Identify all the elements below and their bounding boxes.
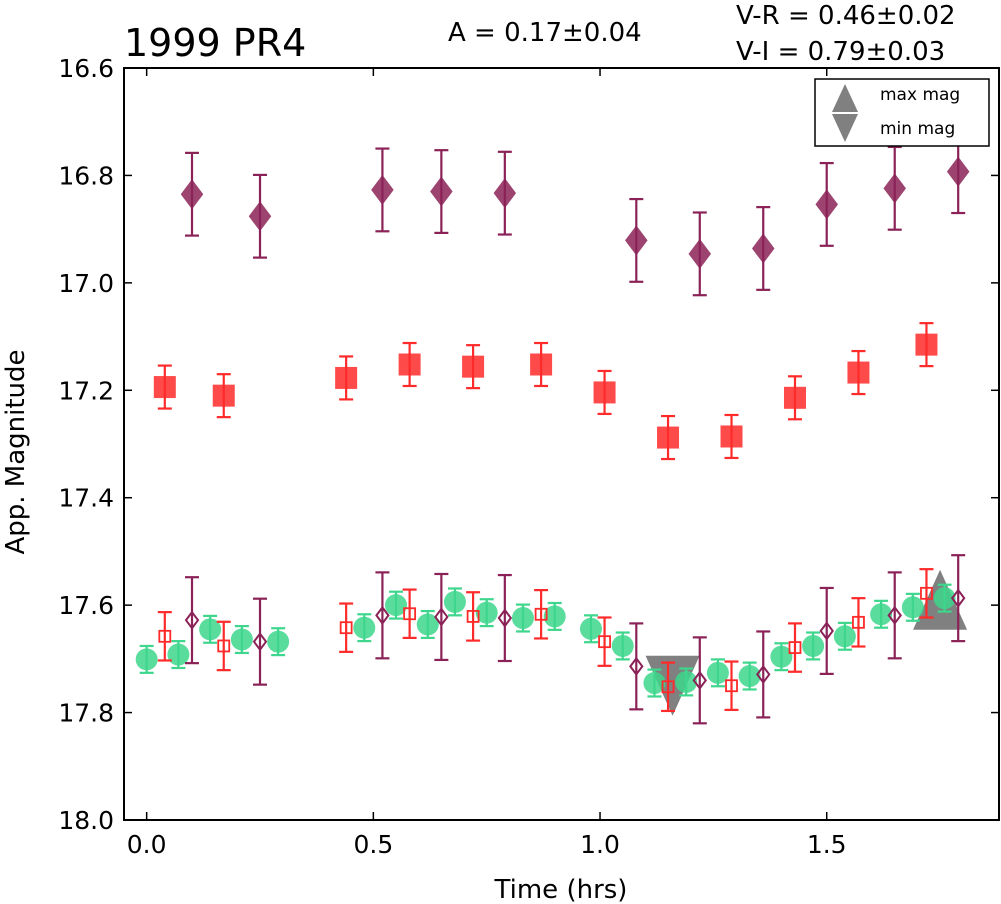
x-tick-label: 0.0 xyxy=(127,830,167,859)
data-point-diamond xyxy=(434,607,449,627)
data-point-square xyxy=(212,384,235,407)
data-point-circle xyxy=(167,643,190,666)
data-point-circle xyxy=(901,596,924,619)
data-point-circle xyxy=(511,607,534,630)
data-point-circle xyxy=(738,665,761,688)
data-point-circle xyxy=(475,601,498,624)
data-point-diamond xyxy=(625,225,648,256)
data-point-square xyxy=(720,425,743,448)
data-point-circle xyxy=(933,587,956,610)
data-point-diamond xyxy=(375,605,390,626)
data-point-circle xyxy=(579,617,602,640)
data-point-square xyxy=(852,615,865,629)
data-point-square xyxy=(466,610,480,623)
data-point-diamond xyxy=(950,588,966,608)
data-point-circle xyxy=(199,618,222,641)
max-mag-legend-icon xyxy=(832,84,858,112)
x-tick-label: 1.0 xyxy=(580,830,620,859)
axis-ticks: 16.6 16.8 17.0 17.2 17.4 17.6 17.8 18.0 0.0 0.5 1.… xyxy=(58,54,999,859)
data-point-square xyxy=(153,376,176,399)
data-point-circle xyxy=(643,672,666,695)
plot-area xyxy=(135,129,970,725)
data-point-diamond xyxy=(815,189,838,220)
data-point-square xyxy=(217,639,231,653)
legend: max mag min mag xyxy=(814,78,990,147)
data-point-square xyxy=(920,586,933,600)
data-point-square xyxy=(335,366,358,389)
x-tick-label: 1.5 xyxy=(807,830,847,859)
data-point-square xyxy=(534,607,548,621)
data-point-circle xyxy=(385,594,408,617)
legend-label-min-mag: min mag xyxy=(880,119,955,139)
data-point-circle xyxy=(543,605,566,628)
data-point-circle xyxy=(802,634,825,657)
legend-label-max-mag: max mag xyxy=(880,85,960,105)
data-point-diamond xyxy=(180,179,204,210)
data-point-circle xyxy=(833,625,856,648)
data-point-square xyxy=(158,629,172,643)
data-point-square xyxy=(530,353,553,376)
data-point-square xyxy=(783,386,806,409)
data-point-diamond xyxy=(430,176,453,207)
data-point-square xyxy=(403,607,417,621)
y-axis-label: App. Magnitude xyxy=(1,349,31,554)
data-point-circle xyxy=(135,648,158,671)
data-point-circle xyxy=(230,628,253,651)
amplitude-text: A = 0.17±0.04 xyxy=(448,18,642,48)
data-point-square xyxy=(661,680,675,694)
data-point-circle xyxy=(706,661,729,684)
y-tick-label: 18.0 xyxy=(58,806,114,835)
data-point-circle xyxy=(870,603,893,626)
v-r-color-index: V-R = 0.46±0.02 xyxy=(736,1,956,31)
y-tick-label: 17.0 xyxy=(58,269,114,298)
data-point-circle xyxy=(353,616,376,639)
data-point-diamond xyxy=(493,178,517,209)
data-point-diamond xyxy=(946,156,970,187)
y-tick-label: 16.6 xyxy=(58,54,114,83)
x-tick-label: 0.5 xyxy=(353,830,393,859)
data-point-circle xyxy=(267,630,290,653)
data-point-square xyxy=(788,641,802,654)
data-point-diamond xyxy=(819,621,834,641)
data-point-circle xyxy=(611,634,634,657)
data-point-diamond xyxy=(755,664,771,685)
y-tick-label: 16.8 xyxy=(58,161,114,190)
data-point-diamond xyxy=(252,632,268,652)
data-point-diamond xyxy=(184,610,200,630)
data-point-circle xyxy=(416,613,439,636)
data-point-square xyxy=(657,426,680,449)
data-point-diamond xyxy=(751,233,775,264)
y-tick-label: 17.8 xyxy=(58,699,114,728)
data-point-diamond xyxy=(887,605,902,626)
data-point-square xyxy=(593,381,616,404)
chart-title: 1999 PR4 xyxy=(124,21,306,65)
y-tick-label: 17.6 xyxy=(58,591,114,620)
v-i-color-index: V-I = 0.79±0.03 xyxy=(736,37,945,67)
data-point-square xyxy=(339,621,353,635)
data-point-diamond xyxy=(688,238,712,269)
plot-frame xyxy=(123,67,1000,821)
data-point-square xyxy=(462,355,485,378)
y-tick-label: 17.2 xyxy=(58,376,114,405)
data-point-square xyxy=(398,353,421,376)
x-axis-label: Time (hrs) xyxy=(494,875,628,904)
data-point-square xyxy=(598,635,611,649)
min-mag-legend-icon xyxy=(832,114,858,142)
data-point-diamond xyxy=(629,656,644,677)
data-point-square xyxy=(725,679,738,693)
data-point-diamond xyxy=(883,173,906,204)
data-point-diamond xyxy=(248,201,272,232)
data-point-square xyxy=(847,361,870,384)
data-point-circle xyxy=(675,670,698,693)
y-tick-label: 17.4 xyxy=(58,484,114,513)
data-point-diamond xyxy=(497,608,513,628)
data-point-circle xyxy=(770,645,793,668)
data-point-circle xyxy=(443,590,466,613)
data-point-diamond xyxy=(692,670,708,691)
data-point-diamond xyxy=(371,174,394,205)
data-point-square xyxy=(915,333,938,356)
